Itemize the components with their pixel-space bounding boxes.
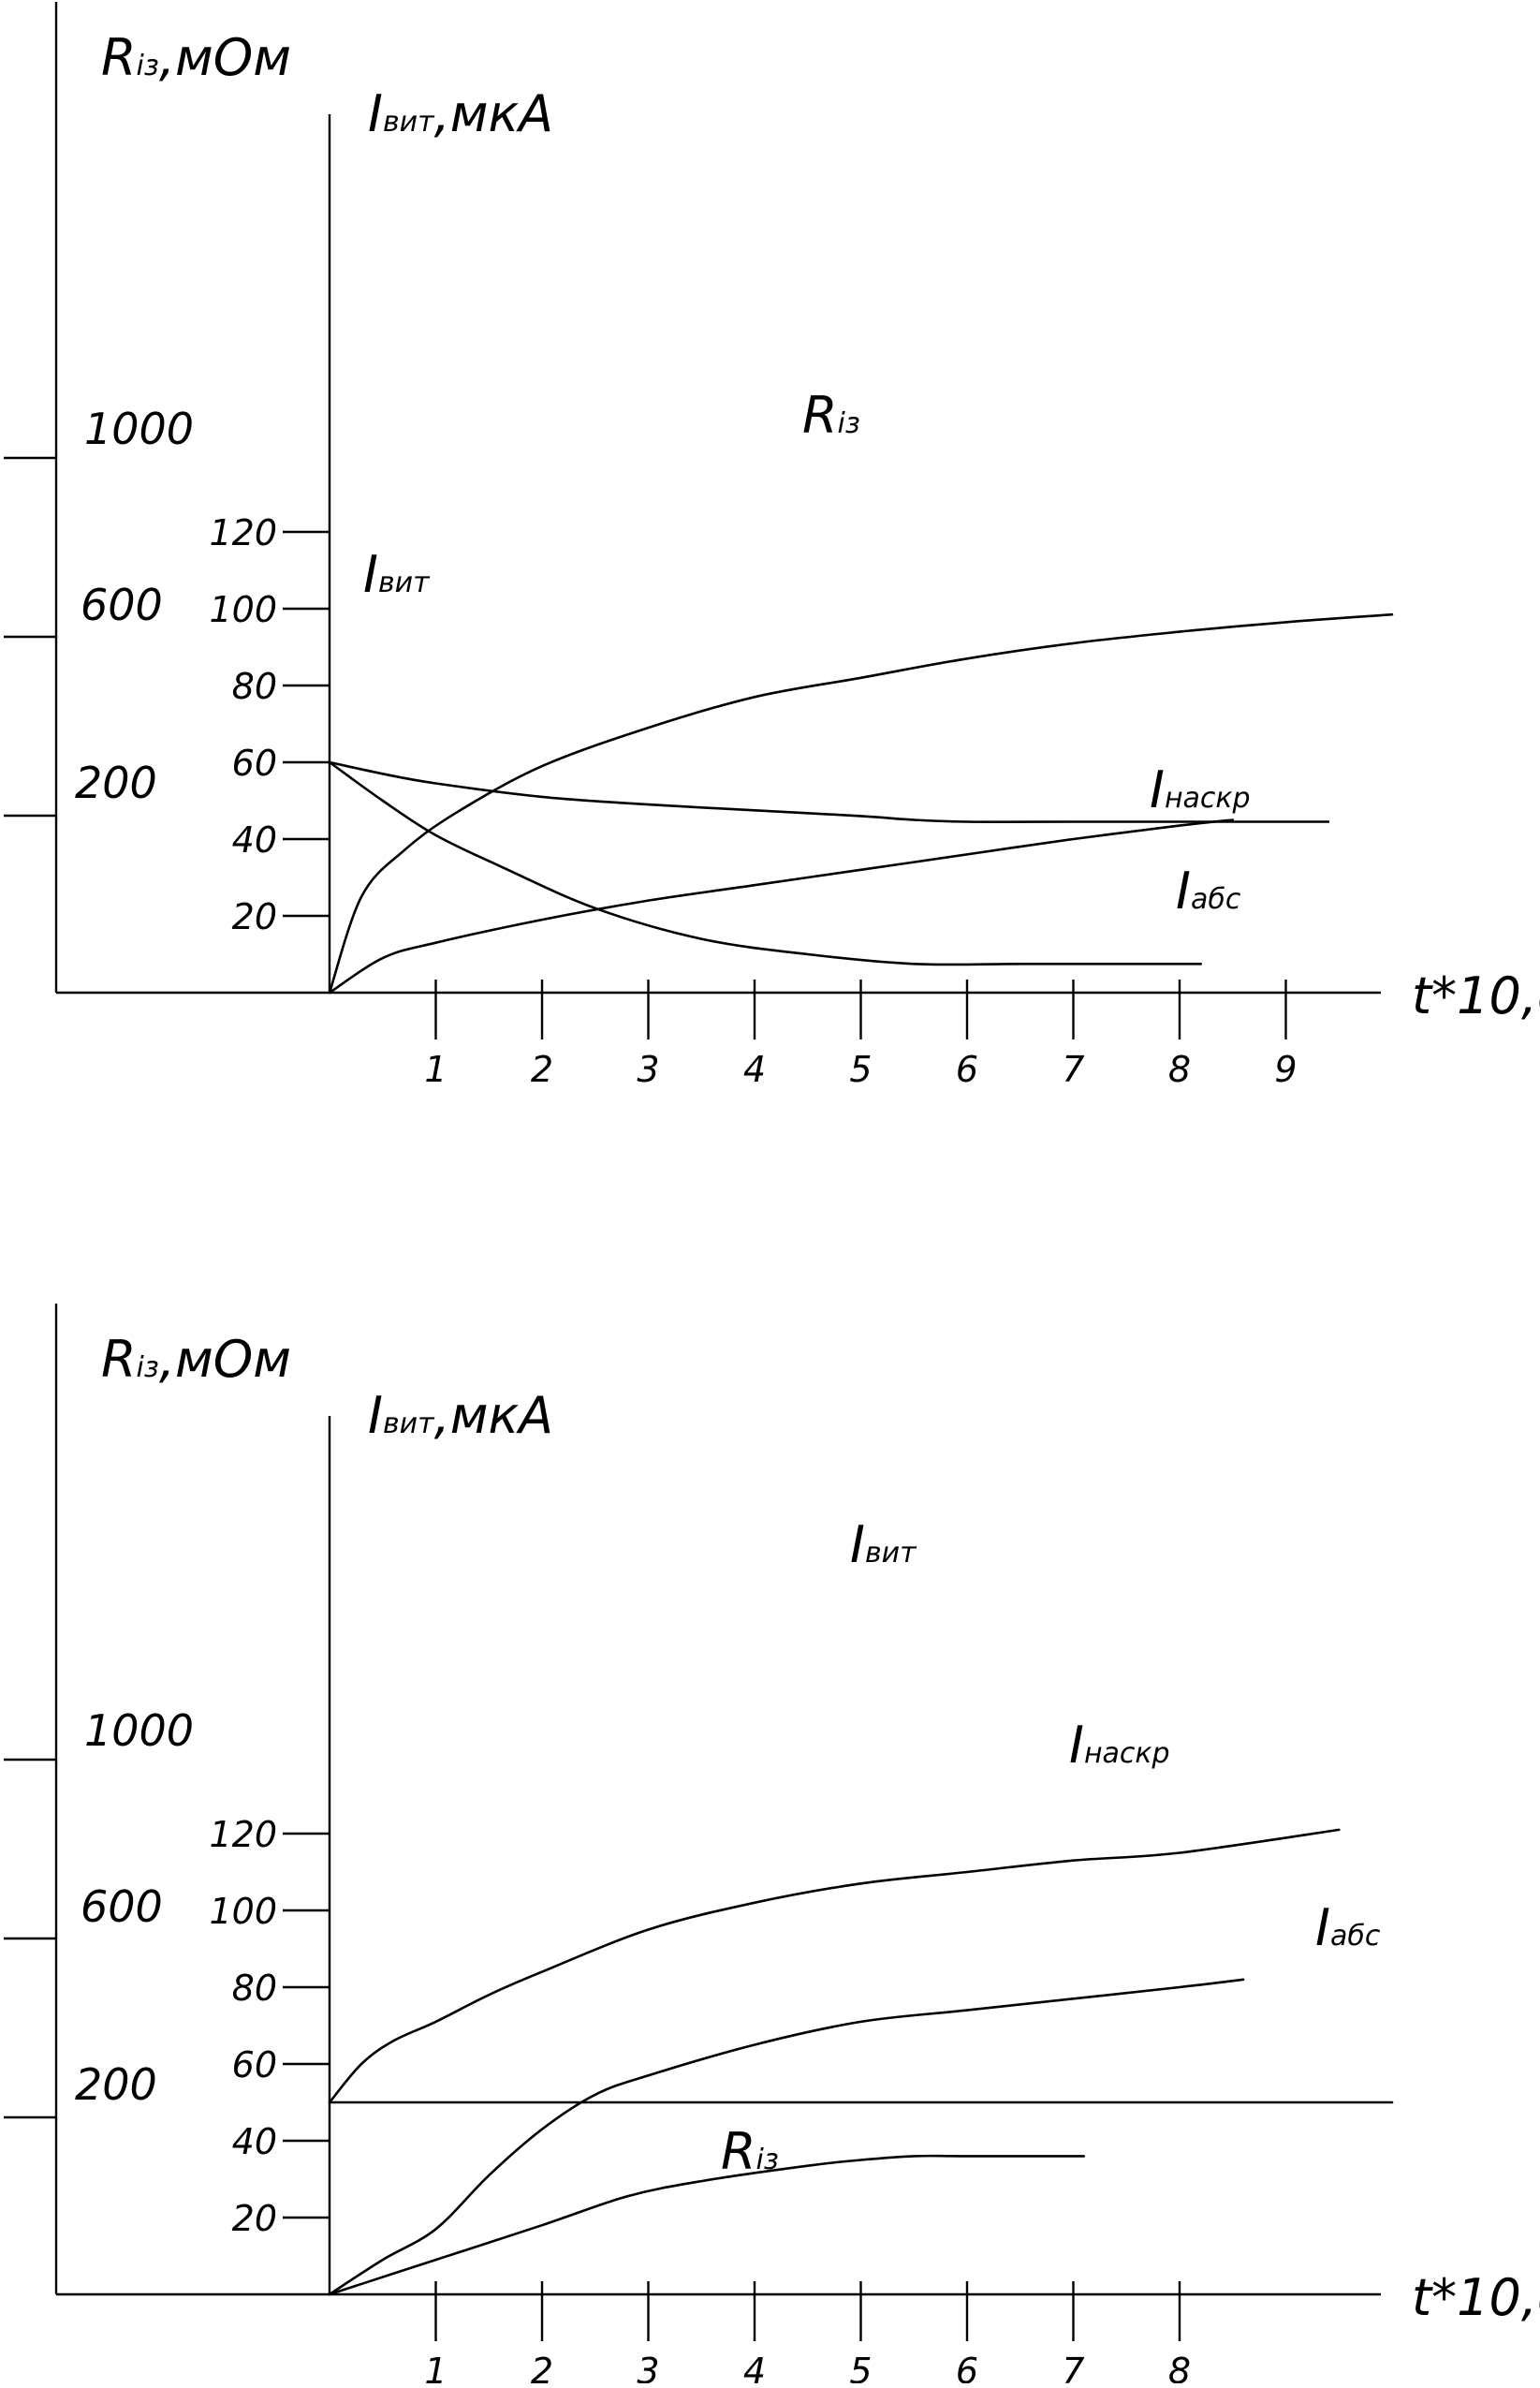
label-r-iz: Rіз [721,2122,779,2181]
x-axis-title: t*10,c [1412,966,1540,1025]
left-tick-label-600: 600 [81,1881,163,1932]
x-tick-label-2: 2 [531,2351,553,2383]
left-axis-title: Rіз,мОм [101,28,291,87]
series-line-i-вит [328,1828,1341,2104]
series-line-r-із [328,612,1394,995]
x-tick-label-3: 3 [637,2351,659,2383]
series-line-i-наскр [328,818,1235,995]
y-tick-label-100: 100 [209,589,277,630]
label-r-iz: Rіз [802,386,860,445]
x-tick-label-5: 5 [849,2351,872,2383]
chart-1: Rіз,мОм Iвит,мкА t*10,c 1000 600 200 20 4… [4,2,1540,1090]
x-tick-label-6: 6 [956,2351,978,2383]
x-tick-label-2: 2 [531,1049,553,1090]
y-tick-label-120: 120 [209,512,277,553]
y-axis-title: Iвит,мкА [368,1386,553,1445]
x-tick-label-1: 1 [424,1049,447,1090]
left-tick-label-1000: 1000 [84,1705,194,1756]
series-line-i-абс [328,760,1202,966]
y-tick-label-40: 40 [232,2121,277,2162]
y-tick-label-120: 120 [209,1814,277,1855]
x-axis-title: t*10,c [1412,2268,1540,2327]
x-tick-label-8: 8 [1168,2351,1191,2383]
label-i-naskr: Iнаскр [1150,760,1251,819]
left-tick-label-200: 200 [75,2059,157,2110]
left-tick-label-1000: 1000 [84,404,194,454]
y-tick-label-80: 80 [232,1968,277,2009]
y-tick-label-20: 20 [232,2198,277,2239]
x-tick-label-7: 7 [1062,1049,1084,1090]
label-i-vyt: Iвит [363,545,431,604]
series-line-i-вит [328,760,1330,823]
label-i-abs: Iабс [1315,1898,1381,1957]
x-tick-label-7: 7 [1062,2351,1084,2383]
y-tick-label-60: 60 [232,2044,277,2086]
left-tick-label-600: 600 [81,580,163,630]
x-tick-label-3: 3 [637,1049,659,1090]
left-tick-label-200: 200 [75,758,157,808]
x-tick-label-6: 6 [956,1049,978,1090]
x-tick-label-1: 1 [424,2351,447,2383]
chart-2: Rіз,мОм Iвит,мкА t*10,c 1000 600 200 20 4… [4,1304,1540,2388]
x-tick-label-4: 4 [743,1049,766,1090]
left-axis-title: Rіз,мОм [101,1330,291,1389]
y-axis-title: Iвит,мкА [368,84,553,143]
y-tick-label-80: 80 [232,666,277,707]
y-tick-label-20: 20 [232,896,277,937]
label-i-naskr: Iнаскр [1069,1716,1170,1775]
label-i-vyt: Iвит [850,1515,917,1574]
series-line-i-наскр [328,1978,1245,2296]
x-tick-label-5: 5 [849,1049,872,1090]
y-tick-label-100: 100 [209,1891,277,1932]
series-line-r-із [328,2154,1086,2296]
label-i-abs: Iабс [1176,862,1241,921]
x-tick-label-4: 4 [743,2351,766,2383]
x-tick-label-9: 9 [1274,1049,1297,1090]
x-tick-label-8: 8 [1168,1049,1191,1090]
y-tick-label-60: 60 [232,743,277,784]
y-tick-label-40: 40 [232,819,277,861]
